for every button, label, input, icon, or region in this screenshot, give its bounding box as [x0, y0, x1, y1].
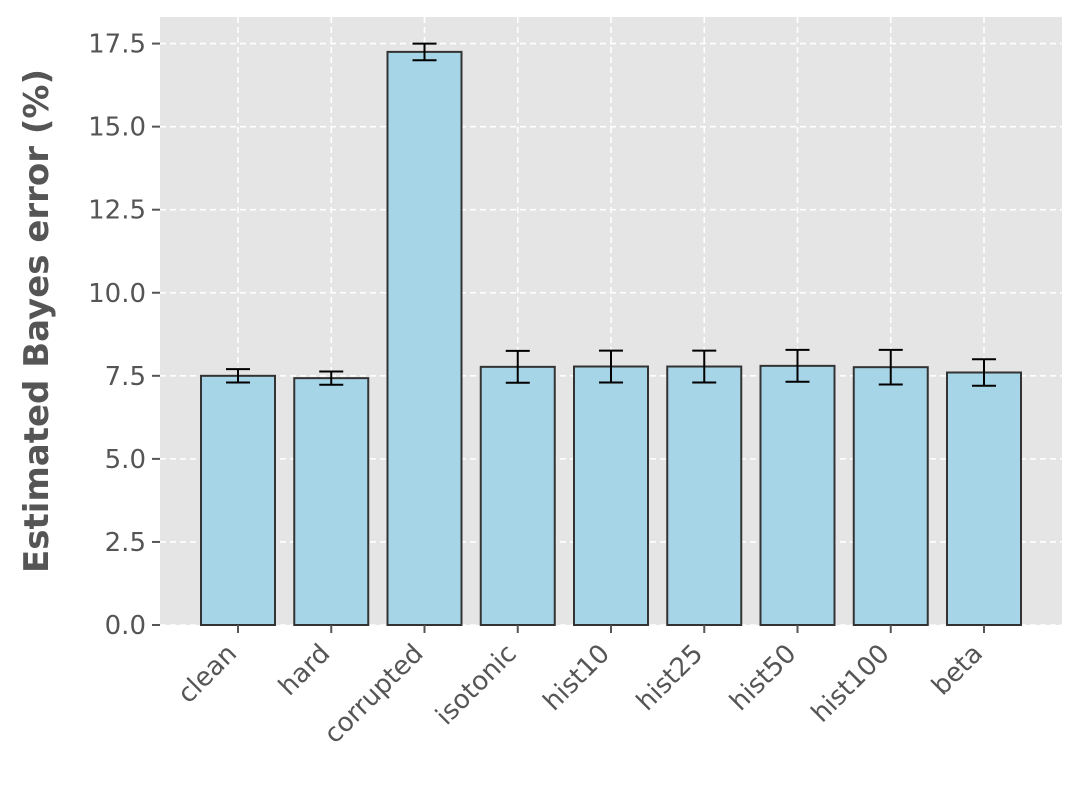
y-tick-label-4: 10.0	[88, 279, 146, 309]
y-tick-label-7: 17.5	[88, 30, 146, 60]
bar-clean	[200, 374, 276, 626]
y-tick-label-6: 15.0	[88, 113, 146, 143]
bar-beta	[946, 371, 1022, 626]
x-tick-label-hist10: hist10	[538, 639, 616, 717]
x-tick-label-hist100: hist100	[806, 639, 896, 729]
error-bars	[226, 42, 996, 387]
y-tick-label-5: 12.5	[88, 196, 146, 226]
bar-isotonic	[479, 365, 556, 626]
error-bar-isotonic	[505, 349, 530, 384]
error-bar-hist25	[692, 349, 717, 384]
error-bar-hard	[319, 370, 344, 386]
bar-hist50	[759, 364, 836, 626]
bars	[200, 50, 1022, 626]
bar-hist25	[666, 365, 743, 626]
bar-corrupted	[386, 50, 463, 626]
x-tick-label-hard: hard	[273, 639, 336, 702]
x-tick-label-hist50: hist50	[724, 639, 802, 717]
bar-hist10	[573, 365, 649, 626]
y-tick-label-2: 5.0	[105, 445, 146, 475]
y-axis-label: Estimated Bayes error (%)	[17, 69, 57, 573]
x-tick-label-clean: clean	[172, 639, 243, 710]
error-bar-beta	[972, 358, 996, 387]
x-tick-label-corrupted: corrupted	[319, 639, 430, 750]
bar-hist100	[852, 366, 929, 626]
y-tick-label-1: 2.5	[105, 528, 146, 558]
y-axis: 0.0 2.5 5.0 7.5 10.0 12.5 15.0 17.5	[88, 30, 160, 641]
x-tick-label-isotonic: isotonic	[430, 639, 522, 731]
error-bar-hist50	[785, 348, 810, 383]
error-bar-hist10	[599, 349, 623, 384]
x-tick-label-beta: beta	[926, 639, 989, 702]
x-tick-label-hist25: hist25	[631, 639, 709, 717]
bar-hard	[293, 377, 370, 626]
error-bar-corrupted	[412, 42, 437, 62]
y-tick-label-0: 0.0	[105, 611, 146, 641]
y-tick-label-3: 7.5	[105, 362, 146, 392]
error-bar-clean	[226, 368, 250, 384]
error-bar-hist100	[878, 348, 903, 386]
